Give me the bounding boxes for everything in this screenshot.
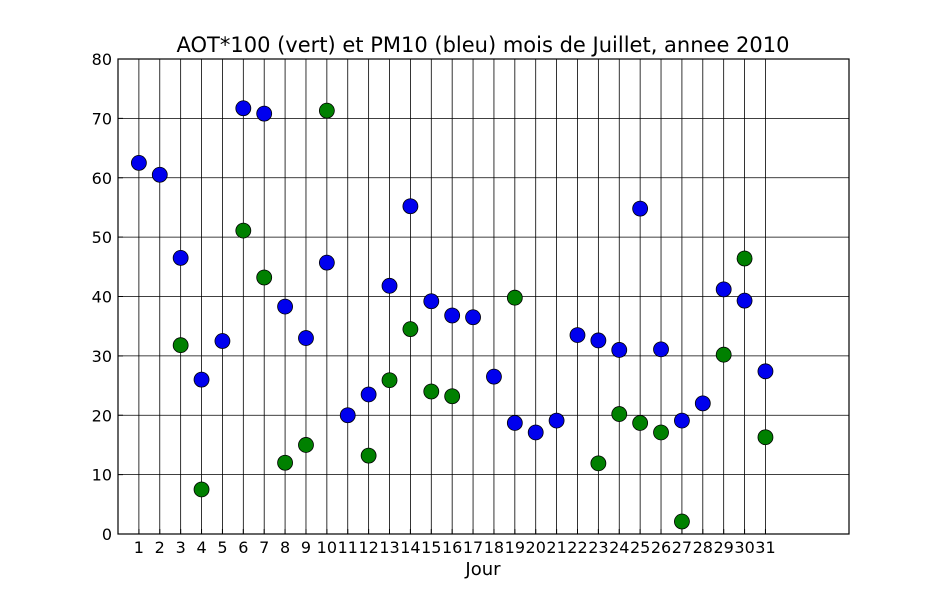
y-tick-label: 70 — [92, 109, 112, 128]
data-point-series-1 — [318, 254, 335, 271]
x-tick-label: 3 — [176, 538, 186, 557]
x-tick-label: 25 — [630, 538, 650, 557]
data-point-series-1 — [214, 333, 231, 349]
data-point-series-1 — [590, 332, 607, 349]
x-tick-label: 27 — [672, 538, 692, 557]
x-tick-label: 18 — [484, 538, 504, 557]
data-point-series-1 — [339, 407, 356, 424]
grid-layer — [118, 58, 849, 535]
data-point-series-1 — [193, 371, 210, 388]
data-point-series-2 — [402, 321, 419, 338]
data-point-series-2 — [193, 481, 210, 498]
data-point-series-2 — [277, 454, 293, 471]
data-point-series-1 — [402, 198, 419, 215]
data-point-series-1 — [736, 292, 753, 309]
data-point-series-2 — [715, 346, 732, 363]
data-point-series-2 — [506, 289, 523, 306]
data-point-series-2 — [381, 372, 398, 389]
x-tick-label: 2 — [155, 538, 165, 557]
x-tick-label: 22 — [567, 538, 587, 557]
data-point-series-2 — [632, 415, 649, 431]
x-tick-label: 13 — [379, 538, 399, 557]
data-point-series-1 — [277, 298, 293, 315]
y-tick-label: 40 — [92, 288, 112, 307]
data-point-series-2 — [757, 429, 774, 446]
data-point-series-1 — [172, 250, 189, 266]
data-point-series-2 — [444, 388, 461, 405]
data-point-series-1 — [360, 386, 377, 403]
y-tick-label: 30 — [92, 347, 112, 366]
data-point-series-1 — [674, 412, 690, 429]
x-tick-label: 31 — [755, 538, 775, 557]
data-point-series-1 — [527, 424, 544, 441]
y-tick-label: 50 — [92, 228, 112, 247]
data-point-series-1 — [151, 166, 168, 183]
x-tick-label: 29 — [714, 538, 734, 557]
y-tick-label: 80 — [92, 50, 112, 69]
x-tick-label: 9 — [301, 538, 311, 557]
x-tick-label: 16 — [442, 538, 462, 557]
data-point-series-1 — [256, 105, 273, 122]
data-point-series-2 — [653, 424, 669, 441]
data-point-series-1 — [548, 412, 565, 429]
data-point-series-1 — [611, 342, 628, 358]
y-tick-label: 10 — [92, 466, 112, 485]
y-tick-label: 0 — [102, 525, 112, 544]
x-tick-label: 1 — [134, 538, 144, 557]
data-point-series-1 — [130, 155, 147, 171]
x-tick-label: 30 — [734, 538, 754, 557]
x-tick-label: 17 — [463, 538, 483, 557]
data-point-series-2 — [611, 406, 628, 422]
x-tick-label: 15 — [421, 538, 441, 557]
y-tick-label: 60 — [92, 169, 112, 188]
data-point-series-2 — [298, 437, 314, 453]
x-tick-label: 20 — [526, 538, 546, 557]
x-tick-label: 26 — [651, 538, 671, 557]
data-point-series-2 — [360, 447, 377, 464]
data-point-series-1 — [298, 330, 314, 346]
point-layer — [130, 100, 774, 530]
data-point-series-1 — [444, 307, 461, 324]
tick-layer: 1 2 3 4 5 6 7 8 9 10 11 12 13 14 15 16 17 18 19 20 21 22 23 24 2… — [92, 50, 776, 557]
data-point-series-1 — [423, 293, 440, 310]
data-point-series-2 — [318, 102, 335, 119]
x-tick-label: 7 — [259, 538, 269, 557]
x-tick-label: 24 — [609, 538, 629, 557]
data-point-series-1 — [381, 277, 398, 294]
x-tick-label: 12 — [358, 538, 378, 557]
data-point-series-2 — [590, 455, 607, 472]
data-point-series-2 — [172, 337, 189, 354]
x-axis-label: Jour — [464, 559, 501, 580]
x-tick-label: 5 — [217, 538, 227, 557]
data-point-series-1 — [694, 395, 711, 412]
data-point-series-1 — [715, 281, 732, 298]
x-tick-label: 19 — [505, 538, 525, 557]
data-point-series-2 — [256, 269, 273, 286]
data-point-series-1 — [757, 363, 774, 380]
x-tick-label: 6 — [238, 538, 248, 557]
data-point-series-1 — [653, 341, 669, 358]
data-point-series-2 — [674, 513, 690, 530]
chart-title: AOT*100 (vert) et PM10 (bleu) mois de Ju… — [177, 33, 790, 57]
data-point-series-1 — [632, 200, 649, 217]
x-tick-label: 23 — [588, 538, 608, 557]
x-tick-label: 4 — [196, 538, 206, 557]
data-point-series-2 — [423, 383, 440, 400]
data-point-series-2 — [736, 250, 753, 267]
data-point-series-1 — [569, 327, 586, 343]
data-point-series-1 — [235, 100, 252, 117]
data-point-series-2 — [235, 222, 252, 239]
data-point-series-1 — [465, 309, 481, 326]
x-tick-label: 8 — [280, 538, 290, 557]
data-point-series-1 — [486, 368, 502, 385]
y-tick-label: 20 — [92, 406, 112, 425]
x-tick-label: 14 — [400, 538, 420, 557]
x-tick-label: 11 — [338, 538, 358, 557]
x-tick-label: 28 — [693, 538, 713, 557]
data-point-series-1 — [506, 415, 523, 431]
x-tick-label: 10 — [317, 538, 337, 557]
x-tick-label: 21 — [546, 538, 566, 557]
